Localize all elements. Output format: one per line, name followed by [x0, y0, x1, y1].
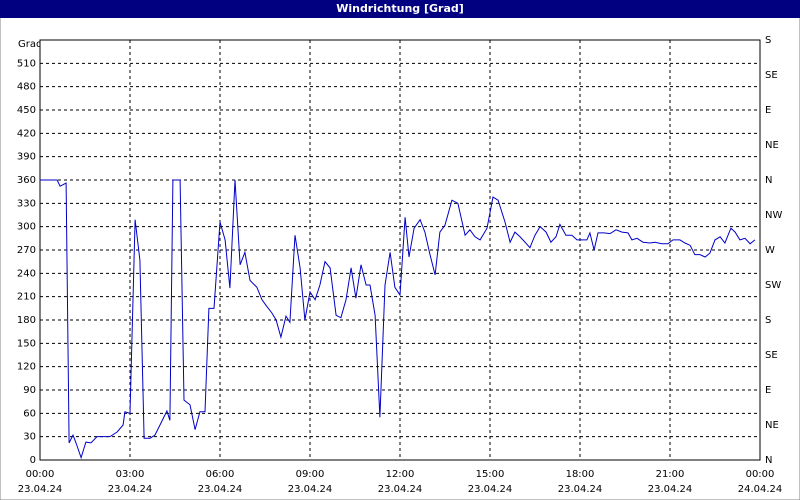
- y-tick-label: 120: [17, 362, 36, 373]
- y2-tick-label: N: [765, 455, 772, 466]
- y2-tick-label: W: [765, 245, 775, 256]
- x-tick-date: 23.04.24: [378, 484, 423, 495]
- y-tick-label: 60: [23, 408, 36, 419]
- y-tick-label: 150: [17, 338, 36, 349]
- y-tick-label: 90: [23, 385, 36, 396]
- y-tick-label: 0: [30, 455, 36, 466]
- y2-tick-label: E: [765, 385, 771, 396]
- y-tick-label: 510: [17, 58, 36, 69]
- y-tick-label: 420: [17, 128, 36, 139]
- y2-tick-label: S: [765, 315, 771, 326]
- title-bar: [0, 0, 800, 18]
- x-tick-label: 06:00: [206, 469, 235, 480]
- x-tick-date: 24.04.24: [738, 484, 783, 495]
- data-line: [40, 179, 756, 460]
- x-tick-label: 00:00: [746, 469, 775, 480]
- y-tick-label: 210: [17, 292, 36, 303]
- y-axis-label: Grad: [18, 39, 42, 50]
- y-tick-label: 450: [17, 105, 36, 116]
- x-tick-label: 18:00: [566, 469, 595, 480]
- y2-tick-label: S: [765, 35, 771, 46]
- x-tick-label: 00:00: [26, 469, 55, 480]
- x-tick-date: 23.04.24: [198, 484, 243, 495]
- y2-tick-label: E: [765, 105, 771, 116]
- y-tick-label: 480: [17, 82, 36, 93]
- x-tick-date: 23.04.24: [18, 484, 63, 495]
- chart-title: Windrichtung [Grad]: [336, 2, 464, 15]
- y-tick-label: 240: [17, 268, 36, 279]
- y2-tick-label: SW: [765, 280, 781, 291]
- x-tick-label: 09:00: [296, 469, 325, 480]
- x-tick-label: 03:00: [116, 469, 145, 480]
- y-tick-label: 360: [17, 175, 36, 186]
- y-tick-label: 390: [17, 152, 36, 163]
- y2-tick-label: SE: [765, 70, 778, 81]
- y2-tick-label: NE: [765, 140, 779, 151]
- y2-tick-label: N: [765, 175, 772, 186]
- x-tick-date: 23.04.24: [288, 484, 333, 495]
- x-tick-date: 23.04.24: [108, 484, 153, 495]
- y2-tick-label: SE: [765, 350, 778, 361]
- x-tick-date: 23.04.24: [468, 484, 513, 495]
- y2-tick-label: NE: [765, 420, 779, 431]
- y-tick-label: 330: [17, 198, 36, 209]
- x-tick-label: 15:00: [476, 469, 505, 480]
- x-tick-label: 12:00: [386, 469, 415, 480]
- y-tick-label: 270: [17, 245, 36, 256]
- y2-tick-label: NW: [765, 210, 782, 221]
- x-tick-date: 23.04.24: [648, 484, 693, 495]
- x-tick-date: 23.04.24: [558, 484, 603, 495]
- x-tick-label: 21:00: [656, 469, 685, 480]
- y-tick-label: 300: [17, 222, 36, 233]
- y-tick-label: 30: [23, 432, 36, 443]
- y-tick-label: 180: [17, 315, 36, 326]
